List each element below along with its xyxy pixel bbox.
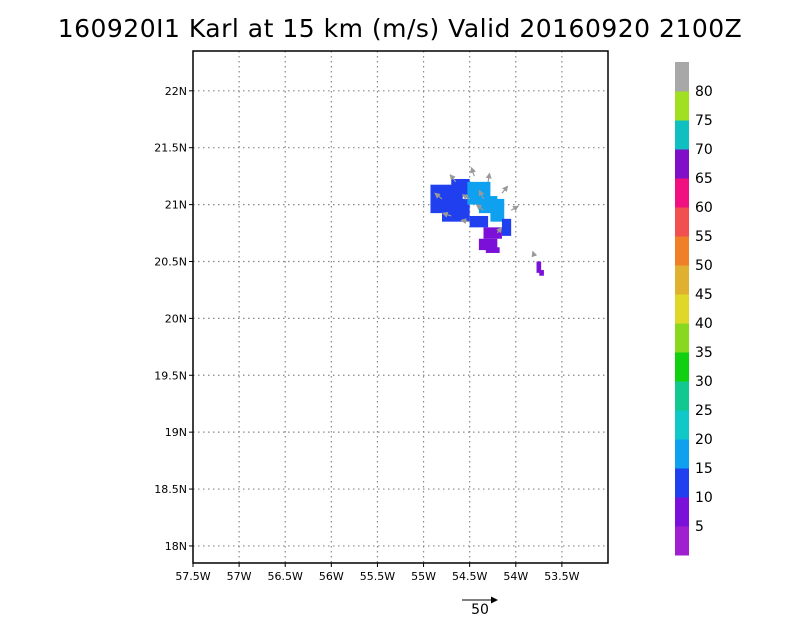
colorbar-label: 5 bbox=[695, 519, 704, 535]
wind-vector bbox=[510, 205, 520, 212]
lat-tick-label: 19N bbox=[165, 426, 187, 439]
wind-vector bbox=[441, 211, 452, 218]
lon-tick-label: 54.5W bbox=[452, 570, 487, 583]
colorbar-swatch bbox=[675, 178, 689, 208]
colorbar-swatch bbox=[675, 497, 689, 527]
colorbar-label: 30 bbox=[695, 374, 713, 390]
reference-vector-label: 50 bbox=[471, 602, 489, 618]
lat-tick-label: 19.5N bbox=[154, 369, 187, 382]
wind-vector bbox=[478, 189, 485, 200]
colorbar-swatch bbox=[675, 410, 689, 440]
colorbar-swatch bbox=[675, 149, 689, 179]
colorbar-label: 25 bbox=[695, 403, 713, 419]
lat-tick-label: 21N bbox=[165, 199, 187, 212]
colorbar-label: 15 bbox=[695, 461, 713, 477]
wind-cell bbox=[469, 215, 489, 228]
wind-vectors bbox=[434, 166, 538, 258]
wind-cell bbox=[442, 198, 470, 222]
lon-tick-label: 57W bbox=[227, 570, 252, 583]
colorbar-label: 20 bbox=[695, 432, 713, 448]
plot-title: 160920I1 Karl at 15 km (m/s) Valid 20160… bbox=[57, 14, 743, 43]
colorbar-label: 60 bbox=[695, 200, 713, 216]
colorbar-label: 35 bbox=[695, 345, 713, 361]
colorbar-swatch bbox=[675, 236, 689, 266]
colorbar-label: 80 bbox=[695, 84, 713, 100]
lon-tick-label: 55W bbox=[411, 570, 436, 583]
latitude-axis: 22N 21.5N 21N 20.5N 20N 19.5N 19N 18.5N 18N bbox=[154, 85, 193, 553]
wind-cell bbox=[490, 198, 505, 222]
wind-vector bbox=[449, 174, 457, 183]
lat-tick-label: 21.5N bbox=[154, 142, 187, 155]
lon-tick-label: 53.5W bbox=[544, 570, 579, 583]
colorbar: 5 10 15 20 25 30 35 40 45 50 55 60 65 70 75 80 bbox=[675, 62, 713, 556]
lon-tick-label: 56.5W bbox=[268, 570, 303, 583]
colorbar-swatch bbox=[675, 91, 689, 121]
wind-cell bbox=[536, 261, 542, 273]
lon-tick-label: 54W bbox=[503, 570, 528, 583]
colorbar-swatch bbox=[675, 381, 689, 411]
grid-lines bbox=[193, 51, 608, 563]
wind-vector bbox=[501, 185, 509, 194]
reference-vector: 50 bbox=[462, 596, 498, 618]
colorbar-label: 40 bbox=[695, 316, 713, 332]
lat-tick-label: 20N bbox=[165, 312, 187, 325]
lat-tick-label: 20.5N bbox=[154, 255, 187, 268]
wind-cell bbox=[485, 247, 500, 253]
longitude-axis: 57.5W 57W 56.5W 56W 55.5W 55W 54.5W 54W 53.5W bbox=[175, 563, 580, 583]
wind-vector bbox=[434, 192, 443, 200]
colorbar-swatch bbox=[675, 120, 689, 150]
lat-tick-label: 18N bbox=[165, 540, 187, 553]
wind-vector bbox=[531, 250, 538, 258]
wind-vector bbox=[460, 218, 470, 225]
wind-field bbox=[430, 179, 544, 276]
wind-vector bbox=[485, 172, 492, 182]
wind-vector bbox=[461, 194, 470, 200]
colorbar-label: 65 bbox=[695, 171, 713, 187]
colorbar-swatch bbox=[675, 265, 689, 295]
wind-cell bbox=[501, 218, 512, 236]
colorbar-swatch bbox=[675, 468, 689, 498]
wind-vector bbox=[470, 166, 476, 177]
colorbar-swatch bbox=[675, 352, 689, 382]
wind-cell bbox=[451, 179, 470, 197]
colorbar-swatch bbox=[675, 62, 689, 92]
wind-vector bbox=[475, 204, 484, 211]
wind-cell bbox=[478, 238, 498, 251]
colorbar-label: 50 bbox=[695, 258, 713, 274]
lon-tick-label: 55.5W bbox=[360, 570, 395, 583]
colorbar-swatch bbox=[675, 207, 689, 237]
colorbar-swatch bbox=[675, 294, 689, 324]
colorbar-swatch bbox=[675, 526, 689, 556]
colorbar-label: 45 bbox=[695, 287, 713, 303]
colorbar-label: 70 bbox=[695, 142, 713, 158]
wind-cell bbox=[539, 270, 544, 276]
lat-tick-label: 18.5N bbox=[154, 483, 187, 496]
wind-cell bbox=[483, 227, 502, 239]
colorbar-label: 75 bbox=[695, 113, 713, 129]
wind-vector bbox=[496, 226, 503, 234]
lat-tick-label: 22N bbox=[165, 85, 187, 98]
lon-tick-label: 56W bbox=[319, 570, 344, 583]
map-frame bbox=[192, 50, 609, 564]
colorbar-swatch bbox=[675, 323, 689, 353]
colorbar-label: 55 bbox=[695, 229, 713, 245]
lon-tick-label: 57.5W bbox=[175, 570, 210, 583]
colorbar-label: 10 bbox=[695, 490, 713, 506]
colorbar-swatch bbox=[675, 439, 689, 469]
